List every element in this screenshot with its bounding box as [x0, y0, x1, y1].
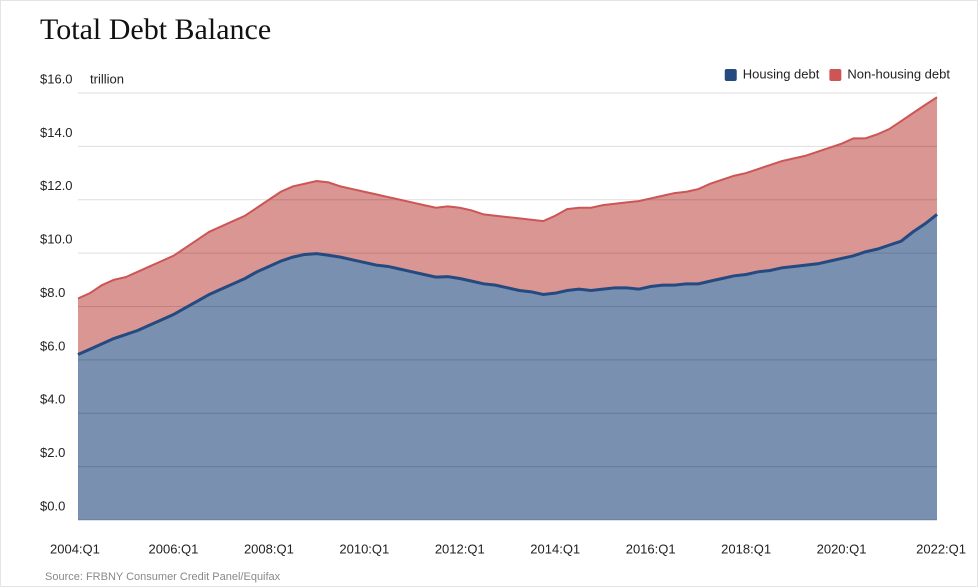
x-tick-label: 2012:Q1: [435, 541, 485, 556]
y-tick-label: $4.0: [40, 392, 65, 407]
y-tick-label: $16.0: [40, 71, 73, 86]
y-tick-label: $10.0: [40, 232, 73, 247]
legend-label: Housing debt: [743, 66, 820, 81]
series-line: [77, 96, 938, 300]
legend-label: Non-housing debt: [847, 66, 950, 81]
y-tick-label: $0.0: [40, 498, 65, 513]
y-tick-label: $2.0: [40, 445, 65, 460]
x-tick-label: 2020:Q1: [817, 541, 867, 556]
x-tick-label: 2008:Q1: [244, 541, 294, 556]
y-tick-label: $6.0: [40, 338, 65, 353]
legend-swatch: [724, 69, 737, 81]
x-tick-label: 2018:Q1: [721, 541, 771, 556]
x-tick-label: 2022:Q1: [916, 541, 966, 556]
y-tick-label: $12.0: [40, 178, 73, 193]
x-tick-label: 2004:Q1: [50, 541, 100, 556]
y-tick-label: $14.0: [40, 125, 73, 140]
area-fill: [78, 214, 937, 520]
x-tick-label: 2016:Q1: [626, 541, 676, 556]
y-tick-label: $8.0: [40, 285, 65, 300]
series-line: [77, 213, 938, 356]
y-unit-label: trillion: [90, 71, 124, 86]
source-note: Source: FRBNY Consumer Credit Panel/Equi…: [45, 571, 281, 583]
legend-swatch: [829, 69, 842, 81]
x-tick-label: 2014:Q1: [530, 541, 580, 556]
area-fill: [78, 97, 937, 355]
x-tick-label: 2010:Q1: [339, 541, 389, 556]
x-tick-label: 2006:Q1: [149, 541, 199, 556]
chart-title: Total Debt Balance: [40, 13, 271, 46]
